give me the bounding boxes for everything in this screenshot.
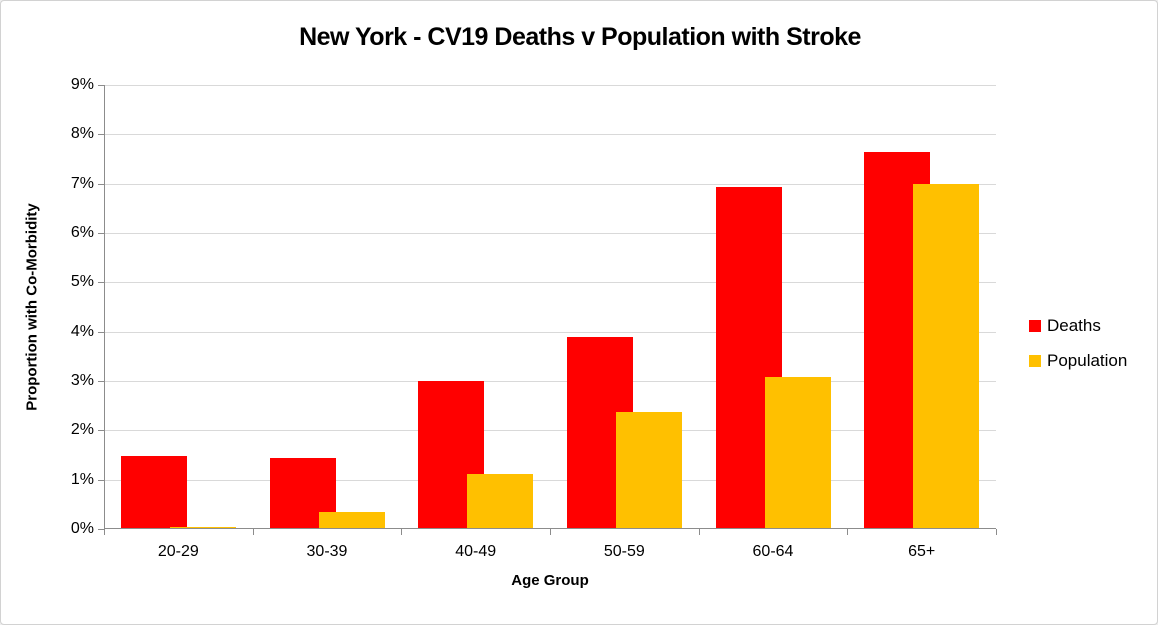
gridline-9pct (104, 85, 996, 86)
y-tick-label: 8% (70, 125, 94, 143)
y-tick-mark (98, 430, 104, 432)
y-tick-mark (98, 479, 104, 481)
bar-population-40-49 (467, 473, 534, 529)
y-tick-mark (98, 331, 104, 333)
y-tick-label: 2% (70, 421, 94, 439)
gridline-7pct (104, 183, 996, 185)
gridline-5pct (104, 282, 996, 284)
y-tick-mark (98, 529, 104, 530)
bar-deaths-20-29 (121, 456, 187, 529)
gridline-1pct (104, 479, 996, 481)
gridline-2pct (104, 430, 996, 432)
y-tick-label: 9% (70, 76, 94, 93)
legend-swatch-population (1029, 355, 1041, 367)
y-tick-label: 4% (70, 322, 94, 340)
bar-population-50-59 (616, 411, 682, 529)
y-tick-label: 6% (70, 224, 94, 241)
x-axis-line (104, 528, 996, 529)
y-tick-mark (98, 134, 104, 136)
x-tick-mark (104, 529, 105, 535)
legend-label-population: Population (1047, 351, 1128, 370)
y-tick-mark (98, 183, 104, 185)
y-tick-mark (98, 282, 104, 284)
y-tick-label: 3% (70, 372, 94, 389)
x-tick-mark (847, 529, 849, 535)
gridline-6pct (104, 233, 996, 234)
y-tick-label: 1% (70, 470, 94, 488)
y-tick-mark (98, 381, 104, 382)
x-axis-title: Age Group (511, 572, 589, 589)
bar-population-60-64 (764, 376, 831, 529)
gridline-4pct (104, 331, 996, 333)
x-tick-mark (252, 529, 254, 535)
y-tick-mark (98, 85, 104, 86)
legend-label-deaths: Deaths (1047, 316, 1101, 335)
x-tick-mark (550, 529, 551, 535)
x-tick-mark (698, 529, 700, 535)
gridline-3pct (104, 381, 996, 382)
x-category-label: 65+ (908, 543, 936, 560)
x-category-label: 60-64 (752, 543, 794, 560)
y-tick-label: 5% (70, 273, 94, 291)
y-tick-label: 0% (70, 520, 94, 537)
x-category-label: 50-59 (603, 543, 645, 560)
plot-area (98, 85, 997, 535)
legend-item-population: Population (1029, 351, 1127, 371)
x-tick-mark (996, 529, 997, 535)
legend-item-deaths: Deaths (1029, 316, 1127, 336)
chart-title: New York - CV19 Deaths v Population with… (299, 23, 861, 51)
y-tick-mark (98, 233, 104, 234)
x-tick-mark (401, 529, 403, 535)
gridline-8pct (104, 134, 996, 136)
x-category-label: 40-49 (455, 543, 497, 560)
x-category-label: 30-39 (306, 543, 348, 560)
bar-population-65+ (913, 183, 980, 529)
y-axis-line (104, 85, 105, 529)
bar-population-20-29 (170, 526, 236, 529)
y-tick-label: 7% (70, 174, 94, 192)
x-category-label: 20-29 (157, 543, 199, 560)
legend-swatch-deaths (1029, 320, 1041, 332)
bar-population-30-39 (318, 511, 385, 529)
legend: Deaths Population (1029, 316, 1127, 386)
